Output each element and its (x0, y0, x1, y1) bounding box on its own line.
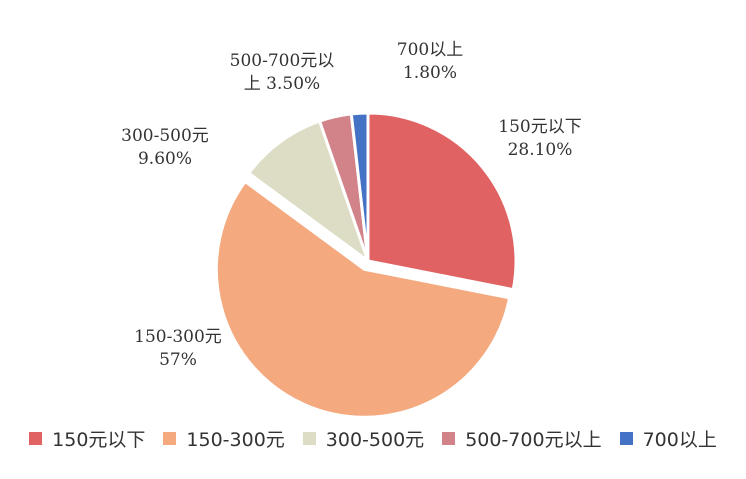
legend-swatch-2 (163, 431, 177, 445)
legend-label-4: 500-700元以上 (465, 428, 602, 451)
data-label-1-line-1: 150元以下 (498, 117, 581, 137)
data-label-2-line-1: 150-300元 (134, 327, 222, 347)
data-label-1: 150元以下 28.10% (498, 117, 581, 160)
data-label-3-line-1: 300-500元 (121, 126, 209, 146)
legend-label-5: 700以上 (642, 428, 717, 451)
data-label-3: 300-500元 9.60% (121, 126, 209, 169)
pie-slice-1 (366, 111, 518, 292)
legend-item-5: 700以上 (619, 425, 717, 452)
legend-label-3: 300-500元 (325, 428, 425, 451)
legend-swatch-4 (442, 431, 456, 445)
data-label-2-line-2: 57% (159, 350, 197, 370)
legend-label-2: 150-300元 (186, 428, 285, 451)
data-labels: 150元以下 28.10% 150-300元 57% 300-500元 9.60% 500-… (121, 40, 582, 370)
pie-slice-5 (349, 111, 370, 263)
legend-swatch-3 (302, 431, 316, 445)
data-label-4-line-2: 上 3.50% (244, 74, 320, 94)
legend-item-2: 150-300元 (163, 425, 285, 452)
pie-chart: 150元以下 28.10% 150-300元 57% 300-500元 9.60% 500-… (121, 40, 582, 419)
legend-swatch-1 (29, 431, 43, 445)
legend-item-4: 500-700元以上 (442, 425, 602, 452)
data-label-4: 500-700元以上 3.50% (230, 51, 335, 94)
legend-item-1: 150元以下 (29, 425, 145, 452)
data-label-1-line-2: 28.10% (508, 140, 573, 160)
data-label-3-line-2: 9.60% (138, 149, 192, 169)
legend-label-1: 150元以下 (52, 428, 146, 451)
data-label-5-line-1: 700以上 (397, 40, 463, 60)
legend: 150元以下 150-300元 300-500元 500-700元以上 700以上 (0, 424, 746, 452)
pie-slice-2 (214, 179, 512, 419)
data-label-5-line-2: 1.80% (403, 63, 457, 83)
data-label-5: 700以上 1.80% (397, 40, 463, 83)
legend-item-3: 300-500元 (302, 425, 425, 452)
data-label-4-line-1: 500-700元以 (230, 51, 335, 71)
data-label-2: 150-300元 57% (134, 327, 222, 370)
pie-slice-3 (247, 119, 370, 263)
pie-slices (214, 111, 518, 419)
legend-swatch-5 (619, 431, 633, 445)
